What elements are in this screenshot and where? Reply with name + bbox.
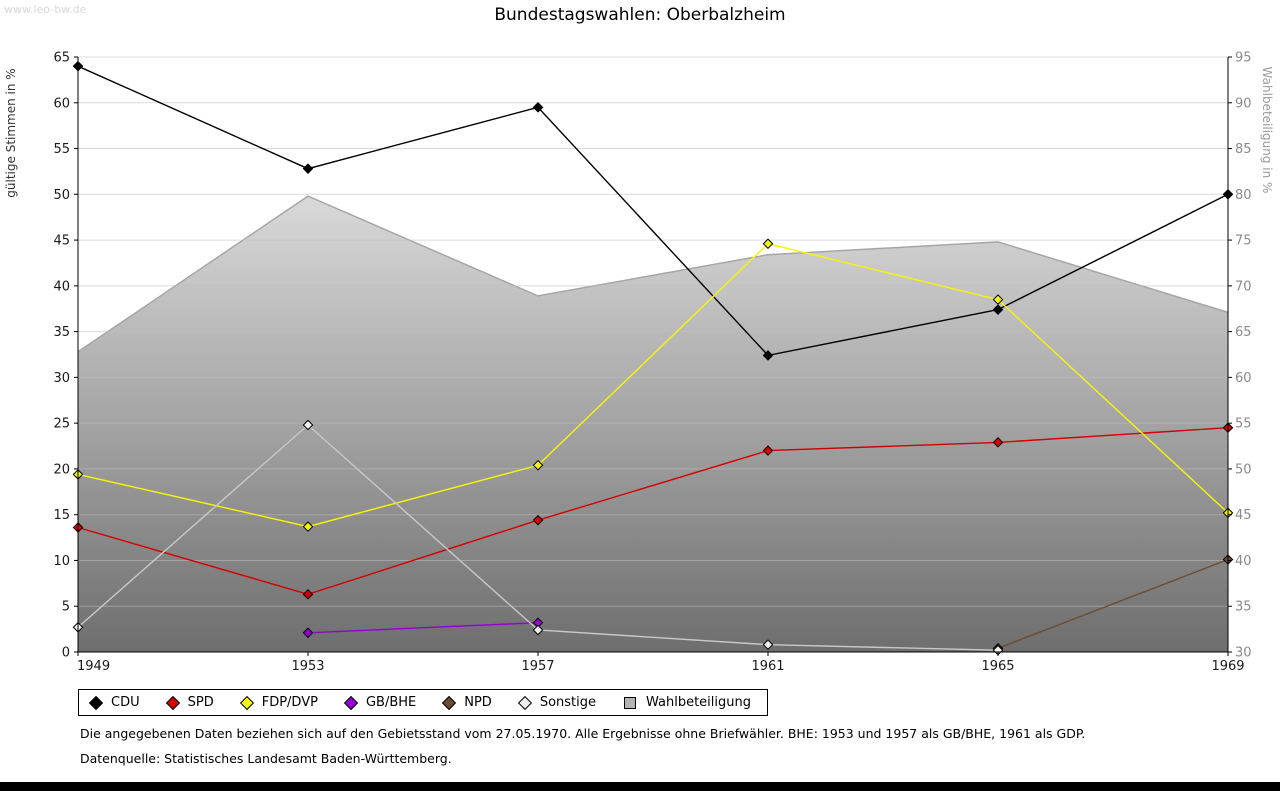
- x-tick-label: 1969: [1211, 659, 1244, 674]
- left-tick-label: 30: [53, 371, 70, 386]
- legend-marker-wahlbeteiligung: [624, 696, 636, 709]
- x-tick-label: 1957: [521, 659, 554, 674]
- marker-spd: [762, 445, 774, 456]
- x-tick-label: 1953: [291, 659, 324, 674]
- right-tick-label: 65: [1235, 325, 1252, 340]
- left-tick-label: 20: [53, 462, 70, 477]
- legend-marker-spd: [165, 695, 180, 710]
- legend-marker-sonstige: [517, 695, 532, 710]
- x-tick-label: 1961: [751, 659, 784, 674]
- right-tick-label: 75: [1235, 234, 1252, 249]
- x-tick-label: 1965: [981, 659, 1014, 674]
- right-tick-label: 95: [1235, 51, 1252, 66]
- legend-marker-npd: [442, 695, 457, 710]
- left-axis-title: gültige Stimmen in %: [4, 68, 18, 197]
- marker-gb-bhe: [302, 627, 314, 639]
- line-npd: [997, 558, 1229, 649]
- left-tick-label: 45: [53, 234, 70, 249]
- area-edge-wahlbeteiligung: [77, 195, 1229, 353]
- legend-label: Wahlbeteiligung: [646, 695, 752, 710]
- legend-label: SPD: [187, 695, 214, 710]
- marker-spd: [302, 589, 314, 600]
- left-tick-label: 5: [62, 600, 70, 615]
- marker-spd: [532, 514, 544, 526]
- chart-canvas: 0 5 10 15 20 25 30 35 40 45 50 55 60 65 30 35 40 45 50 55 60…: [4, 51, 1274, 675]
- series-spd: [72, 422, 1234, 600]
- area-wahlbeteiligung: [78, 196, 1228, 652]
- left-tick-label: 40: [53, 279, 70, 294]
- left-tick-label: 25: [53, 417, 70, 432]
- right-tick-label: 60: [1235, 371, 1252, 386]
- legend-label: Sonstige: [539, 695, 596, 710]
- right-tick-label: 30: [1235, 646, 1252, 661]
- left-tick-label: 35: [53, 325, 70, 340]
- legend: CDU SPD FDP/DVP GB/BHE NPD Sonstige Wahlbeteil…: [78, 689, 769, 716]
- right-tick-label: 70: [1235, 279, 1252, 294]
- legend-item-wahlbeteiligung: Wahlbeteiligung: [624, 695, 751, 710]
- left-tick-label: 55: [53, 142, 70, 157]
- marker-fdp-dvp: [532, 459, 544, 471]
- legend-item-npd: NPD: [442, 695, 492, 710]
- marker-sonstige: [762, 639, 774, 650]
- legend-marker-cdu: [88, 695, 104, 710]
- left-tick-label: 0: [62, 646, 70, 661]
- line-spd: [77, 427, 1229, 596]
- legend-marker-gb-bhe: [343, 695, 359, 710]
- marker-fdp-dvp: [992, 294, 1004, 305]
- left-tick-label: 10: [53, 554, 70, 569]
- legend-label: FDP/DVP: [261, 695, 318, 710]
- marker-cdu: [762, 350, 774, 361]
- right-tick-label: 85: [1235, 142, 1252, 157]
- marker-sonstige: [302, 419, 314, 431]
- marker-cdu: [302, 163, 314, 174]
- legend-item-sonstige: Sonstige: [517, 695, 596, 710]
- bottom-bar: [0, 782, 1280, 791]
- right-tick-label: 80: [1235, 188, 1252, 203]
- left-tick-label: 60: [53, 96, 70, 111]
- marker-cdu: [532, 102, 544, 113]
- left-tick-label: 15: [53, 508, 70, 523]
- legend-item-fdp-dvp: FDP/DVP: [239, 695, 318, 710]
- marker-cdu: [992, 304, 1004, 315]
- right-tick-label: 45: [1235, 508, 1252, 523]
- marker-sonstige: [532, 624, 544, 636]
- series-cdu: [72, 60, 1234, 361]
- line-gb-bhe: [307, 622, 539, 634]
- chart-title: Bundestagswahlen: Oberbalzheim: [494, 5, 786, 25]
- right-tick-label: 35: [1235, 600, 1252, 615]
- legend-item-cdu: CDU: [88, 695, 140, 710]
- right-tick-label: 55: [1235, 417, 1252, 432]
- legend-label: CDU: [111, 695, 140, 710]
- legend-label: GB/BHE: [365, 695, 417, 710]
- left-tick-label: 50: [53, 188, 70, 203]
- line-fdp-dvp: [77, 242, 1229, 528]
- right-tick-label: 50: [1235, 462, 1252, 477]
- right-axis-title: Wahlbeteiligung in %: [1260, 67, 1274, 194]
- marker-fdp-dvp: [762, 238, 774, 250]
- line-cdu: [77, 65, 1229, 357]
- legend-item-gb-bhe: GB/BHE: [343, 695, 417, 710]
- footnote-datenquelle: Datenquelle: Statistisches Landesamt Bad…: [80, 751, 452, 766]
- right-tick-label: 90: [1235, 96, 1252, 111]
- left-tick-label: 65: [53, 51, 70, 66]
- legend-marker-fdp-dvp: [239, 695, 254, 710]
- footnote-gebietsstand: Die angegebenen Daten beziehen sich auf …: [80, 726, 1086, 741]
- marker-spd: [992, 437, 1004, 448]
- x-tick-label: 1949: [77, 659, 110, 674]
- marker-fdp-dvp: [302, 521, 314, 532]
- watermark: www.leo-bw.de: [4, 3, 87, 16]
- legend-label: NPD: [464, 695, 492, 710]
- legend-item-spd: SPD: [165, 695, 214, 710]
- right-tick-label: 40: [1235, 554, 1252, 569]
